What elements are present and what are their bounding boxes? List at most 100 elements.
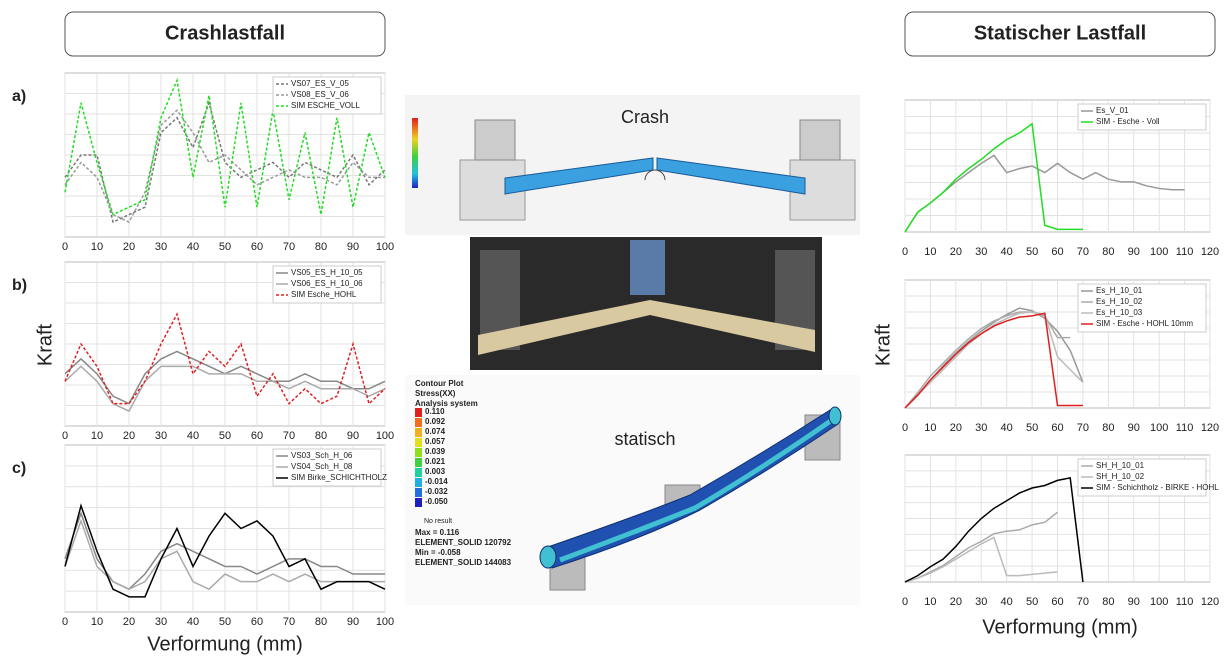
heading: Statischer Lastfall xyxy=(974,22,1146,44)
x-tick-label: 60 xyxy=(251,430,263,442)
x-tick-label: 40 xyxy=(187,430,199,442)
x-tick-label: 80 xyxy=(315,616,327,628)
contour-text: No result xyxy=(424,518,452,525)
x-tick-label: 30 xyxy=(155,430,167,442)
x-tick-label: 60 xyxy=(1051,422,1063,434)
x-tick-label: 120 xyxy=(1201,596,1219,608)
contour-level: 0.021 xyxy=(425,457,446,466)
x-tick-label: 70 xyxy=(1077,422,1089,434)
legend-entry: SIM ESCHE_VOLL xyxy=(291,101,360,110)
legend-entry: SIM Birke_SCHICHTHOLZ xyxy=(291,473,387,482)
contour-swatch xyxy=(415,488,422,497)
x-tick-label: 90 xyxy=(347,616,359,628)
x-tick-label: 100 xyxy=(376,430,394,442)
contour-swatch xyxy=(415,418,422,427)
x-tick-label: 40 xyxy=(1001,596,1013,608)
x-tick-label: 90 xyxy=(347,241,359,253)
contour-level: 0.110 xyxy=(425,407,445,416)
x-tick-label: 40 xyxy=(1001,246,1013,258)
x-tick-label: 50 xyxy=(219,430,231,442)
x-tick-label: 20 xyxy=(950,422,962,434)
x-tick-label: 100 xyxy=(1150,422,1168,434)
legend-entry: VS03_Sch_H_06 xyxy=(291,451,353,460)
legend-entry: VS06_ES_H_10_06 xyxy=(291,279,363,288)
x-tick-label: 0 xyxy=(902,246,908,258)
x-axis-label: Verformung (mm) xyxy=(147,633,303,655)
y-axis-label: Kraft xyxy=(872,323,894,366)
x-tick-label: 110 xyxy=(1176,422,1194,434)
x-tick-label: 40 xyxy=(187,241,199,253)
x-tick-label: 20 xyxy=(950,246,962,258)
x-tick-label: 60 xyxy=(1051,596,1063,608)
x-tick-label: 80 xyxy=(1102,422,1114,434)
x-tick-label: 0 xyxy=(62,241,68,253)
panel-label: c) xyxy=(12,460,26,477)
x-tick-label: 20 xyxy=(123,241,135,253)
contour-level: 0.092 xyxy=(425,417,446,426)
impactor xyxy=(630,240,665,295)
legend-entry: SIM - Esche - HOHL 10mm xyxy=(1096,319,1193,328)
x-tick-label: 50 xyxy=(1026,422,1038,434)
x-tick-label: 110 xyxy=(1176,596,1194,608)
x-tick-label: 100 xyxy=(376,616,394,628)
x-tick-label: 20 xyxy=(123,616,135,628)
contour-swatch xyxy=(415,448,422,457)
x-tick-label: 90 xyxy=(1128,422,1140,434)
x-tick-label: 40 xyxy=(1001,422,1013,434)
beam-end xyxy=(540,546,556,568)
contour-text: Max = 0.116 xyxy=(415,528,460,537)
test-photo xyxy=(470,237,822,370)
x-tick-label: 100 xyxy=(1150,246,1168,258)
x-tick-label: 90 xyxy=(347,430,359,442)
contour-level: 0.003 xyxy=(425,467,446,476)
contour-text: ELEMENT_SOLID 120792 xyxy=(415,538,512,547)
support xyxy=(800,120,840,160)
x-tick-label: 70 xyxy=(1077,246,1089,258)
x-tick-label: 0 xyxy=(902,422,908,434)
x-tick-label: 60 xyxy=(1051,246,1063,258)
x-tick-label: 120 xyxy=(1201,246,1219,258)
contour-swatch xyxy=(415,458,422,467)
x-tick-label: 40 xyxy=(187,616,199,628)
x-tick-label: 110 xyxy=(1176,246,1194,258)
legend-entry: VS08_ES_V_06 xyxy=(291,90,349,99)
legend-entry: SH_H_10_01 xyxy=(1096,461,1145,470)
line-chart: 0102030405060708090100110120SH_H_10_01SH… xyxy=(902,455,1219,608)
x-tick-label: 10 xyxy=(91,241,103,253)
legend-entry: VS04_Sch_H_08 xyxy=(291,462,353,471)
contour-swatch xyxy=(415,408,422,417)
contour-level: -0.050 xyxy=(425,497,448,506)
contour-swatch xyxy=(415,498,422,507)
legend-entry: SIM Esche_HOHL xyxy=(291,290,357,299)
slide: Crashlastfall Statischer Lastfall Kraft … xyxy=(0,0,1227,660)
contour-level: 0.057 xyxy=(425,437,446,446)
render-label: statisch xyxy=(614,429,675,449)
x-tick-label: 30 xyxy=(975,422,987,434)
contour-level: 0.074 xyxy=(425,427,446,436)
legend-entry: VS05_ES_H_10_05 xyxy=(291,268,363,277)
static-render: statisch Contour Plot Stress(XX) Analysi… xyxy=(405,375,860,605)
x-tick-label: 70 xyxy=(283,430,295,442)
contour-text: Stress(XX) xyxy=(415,389,456,398)
x-tick-label: 120 xyxy=(1201,422,1219,434)
x-tick-label: 30 xyxy=(975,246,987,258)
panel-label: b) xyxy=(12,277,27,294)
x-tick-label: 10 xyxy=(924,422,936,434)
x-tick-label: 60 xyxy=(251,616,263,628)
x-tick-label: 10 xyxy=(91,616,103,628)
x-axis-label: Verformung (mm) xyxy=(982,616,1138,638)
legend-entry: SIM - Schichtholz - BIRKE - HOHL xyxy=(1096,483,1219,492)
x-tick-label: 50 xyxy=(1026,246,1038,258)
x-tick-label: 90 xyxy=(1128,246,1140,258)
x-tick-label: 0 xyxy=(62,430,68,442)
legend-entry: SIM - Esche - Voll xyxy=(1096,117,1160,126)
legend-entry: SH_H_10_02 xyxy=(1096,472,1145,481)
contour-text: Min = -0.058 xyxy=(415,548,461,557)
x-tick-label: 50 xyxy=(1026,596,1038,608)
x-tick-label: 70 xyxy=(283,616,295,628)
x-tick-label: 30 xyxy=(975,596,987,608)
x-tick-label: 80 xyxy=(1102,596,1114,608)
x-tick-label: 50 xyxy=(219,616,231,628)
x-tick-label: 70 xyxy=(1077,596,1089,608)
x-tick-label: 10 xyxy=(924,596,936,608)
